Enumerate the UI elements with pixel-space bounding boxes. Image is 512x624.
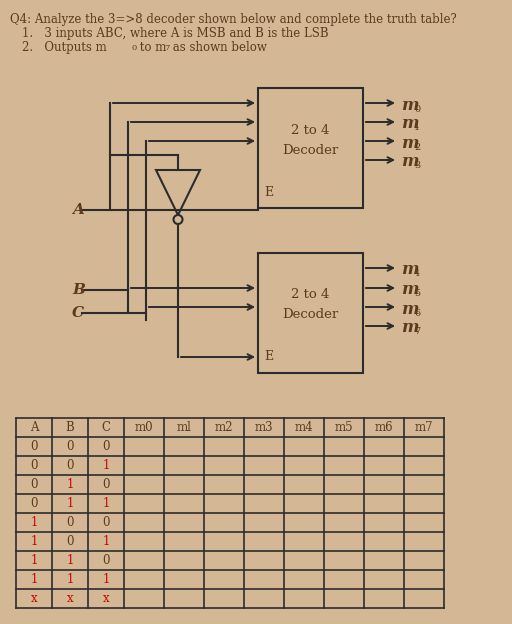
- Text: m6: m6: [375, 421, 393, 434]
- Text: E: E: [264, 185, 273, 198]
- Text: 0: 0: [30, 478, 38, 491]
- Text: m: m: [401, 281, 419, 298]
- Text: 1: 1: [67, 478, 74, 491]
- Text: C: C: [101, 421, 111, 434]
- Text: m3: m3: [254, 421, 273, 434]
- Text: C: C: [72, 306, 84, 320]
- Text: 1: 1: [67, 554, 74, 567]
- Text: to m: to m: [136, 41, 166, 54]
- Text: 1: 1: [102, 573, 110, 586]
- Text: 0: 0: [102, 440, 110, 453]
- Text: 1: 1: [30, 516, 38, 529]
- Text: Decoder: Decoder: [283, 144, 338, 157]
- Text: 4: 4: [414, 270, 420, 278]
- Text: Decoder: Decoder: [283, 308, 338, 321]
- Text: m2: m2: [215, 421, 233, 434]
- Text: 2 to 4: 2 to 4: [291, 124, 330, 137]
- Text: 0: 0: [30, 440, 38, 453]
- Text: m: m: [401, 301, 419, 318]
- Text: 1: 1: [67, 573, 74, 586]
- Text: 1: 1: [102, 459, 110, 472]
- Text: m: m: [401, 115, 419, 132]
- Text: 2.   Outputs m: 2. Outputs m: [22, 41, 106, 54]
- Text: 0: 0: [66, 516, 74, 529]
- Text: 0: 0: [131, 44, 136, 52]
- Text: x: x: [31, 592, 37, 605]
- Text: m5: m5: [335, 421, 353, 434]
- Text: E: E: [264, 351, 273, 364]
- Text: x: x: [103, 592, 110, 605]
- Text: 0: 0: [30, 497, 38, 510]
- Text: m: m: [401, 135, 419, 152]
- Text: m: m: [401, 154, 419, 170]
- Text: 1: 1: [102, 535, 110, 548]
- Text: 0: 0: [66, 459, 74, 472]
- Text: 7: 7: [164, 44, 169, 52]
- Bar: [258, 253, 363, 373]
- Text: 1: 1: [30, 554, 38, 567]
- Text: 5: 5: [414, 290, 420, 298]
- Text: 2: 2: [414, 142, 420, 152]
- Text: 2 to 4: 2 to 4: [291, 288, 330, 301]
- Text: m0: m0: [135, 421, 153, 434]
- Text: 0: 0: [102, 478, 110, 491]
- Text: 1: 1: [30, 573, 38, 586]
- Text: x: x: [67, 592, 73, 605]
- Bar: [258, 88, 363, 208]
- Text: m4: m4: [295, 421, 313, 434]
- Text: 6: 6: [414, 308, 420, 318]
- Text: 0: 0: [102, 516, 110, 529]
- Text: as shown below: as shown below: [169, 41, 267, 54]
- Text: 1: 1: [414, 124, 420, 132]
- Text: 3: 3: [414, 162, 420, 170]
- Text: 7: 7: [414, 328, 420, 336]
- Text: A: A: [72, 203, 84, 217]
- Text: m: m: [401, 97, 419, 114]
- Text: B: B: [72, 283, 85, 297]
- Text: 0: 0: [30, 459, 38, 472]
- Text: B: B: [66, 421, 74, 434]
- Text: m7: m7: [415, 421, 433, 434]
- Text: 0: 0: [66, 440, 74, 453]
- Text: 1.   3 inputs ABC, where A is MSB and B is the LSB: 1. 3 inputs ABC, where A is MSB and B is…: [22, 27, 329, 40]
- Text: 1: 1: [67, 497, 74, 510]
- Text: 0: 0: [66, 535, 74, 548]
- Text: 0: 0: [102, 554, 110, 567]
- Text: 0: 0: [414, 104, 420, 114]
- Text: ml: ml: [177, 421, 191, 434]
- Text: 1: 1: [102, 497, 110, 510]
- Text: A: A: [30, 421, 38, 434]
- Text: m: m: [401, 261, 419, 278]
- Text: 1: 1: [30, 535, 38, 548]
- Text: Q4: Analyze the 3=>8 decoder shown below and complete the truth table?: Q4: Analyze the 3=>8 decoder shown below…: [10, 13, 457, 26]
- Text: m: m: [401, 319, 419, 336]
